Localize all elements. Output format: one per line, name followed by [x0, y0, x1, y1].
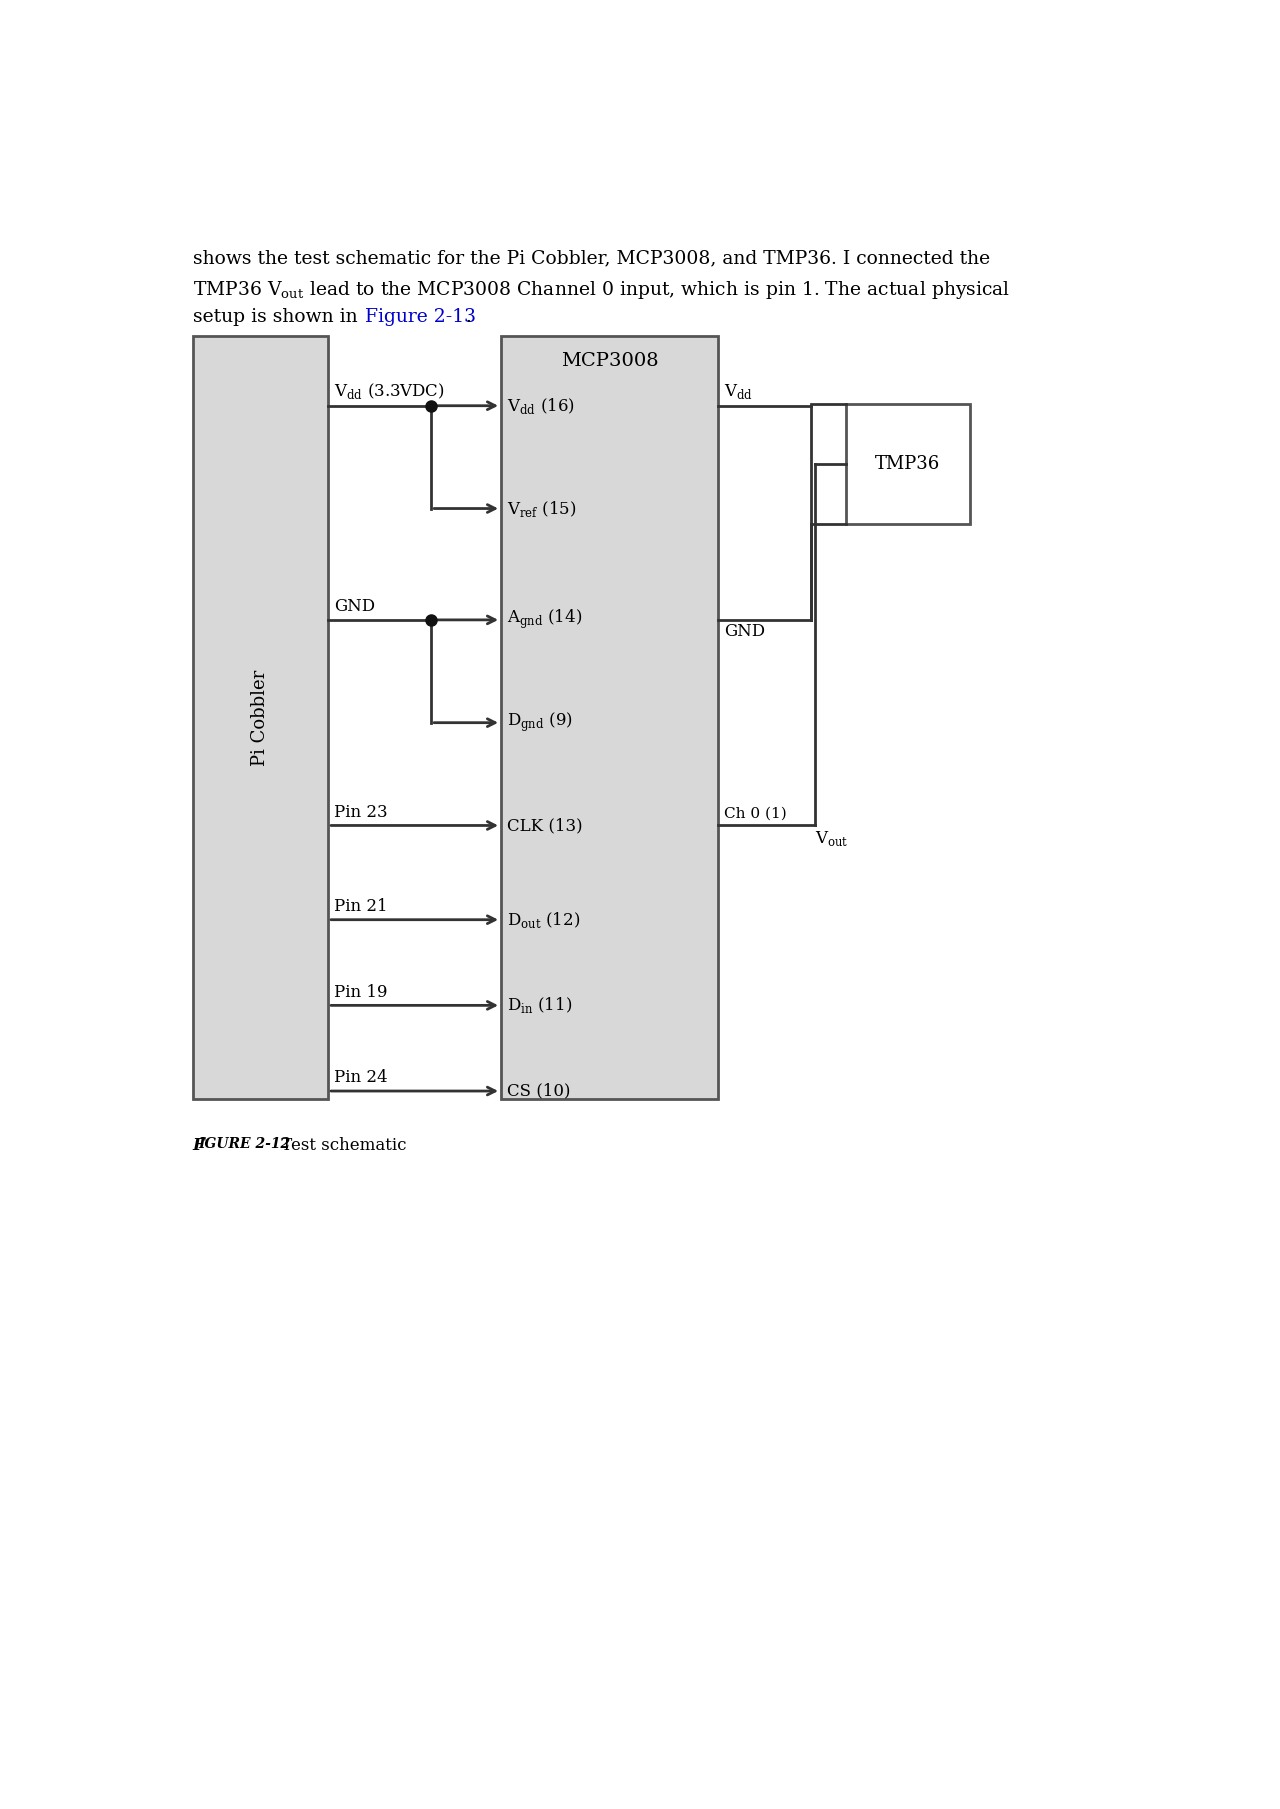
Text: .: . [466, 308, 471, 326]
Text: IGURE 2-12: IGURE 2-12 [198, 1138, 291, 1151]
Text: Pin 24: Pin 24 [334, 1069, 388, 1087]
Text: CS (10): CS (10) [507, 1082, 571, 1100]
Text: Test schematic: Test schematic [276, 1138, 407, 1154]
Text: A$_\mathregular{gnd}$ (14): A$_\mathregular{gnd}$ (14) [507, 608, 582, 631]
Text: V$_\mathregular{out}$: V$_\mathregular{out}$ [815, 829, 849, 848]
Text: Pi Cobbler: Pi Cobbler [251, 669, 269, 765]
Text: F: F [192, 1138, 205, 1154]
Text: setup is shown in: setup is shown in [192, 308, 364, 326]
Text: D$_\mathregular{gnd}$ (9): D$_\mathregular{gnd}$ (9) [507, 711, 573, 734]
Text: TMP36: TMP36 [876, 454, 941, 472]
Text: Pin 19: Pin 19 [334, 984, 388, 1000]
Text: Figure 2-13: Figure 2-13 [365, 308, 476, 326]
Text: Pin 21: Pin 21 [334, 897, 388, 915]
Bar [192, 336, 328, 1098]
Bar [500, 336, 718, 1098]
Bar [846, 403, 970, 523]
Text: V$_\mathregular{dd}$ (16): V$_\mathregular{dd}$ (16) [507, 396, 575, 416]
Text: Pin 23: Pin 23 [334, 803, 388, 821]
Text: V$_\mathregular{ref}$ (15): V$_\mathregular{ref}$ (15) [507, 499, 577, 519]
Text: Ch 0 (1): Ch 0 (1) [724, 807, 787, 821]
Text: CLK (13): CLK (13) [507, 818, 582, 834]
Text: GND: GND [334, 599, 375, 615]
Text: D$_\mathregular{in}$ (11): D$_\mathregular{in}$ (11) [507, 995, 572, 1015]
Text: shows the test schematic for the Pi Cobbler, MCP3008, and TMP36. I connected the: shows the test schematic for the Pi Cobb… [192, 250, 989, 268]
Text: MCP3008: MCP3008 [561, 353, 658, 371]
Text: TMP36 V$_\mathregular{out}$ lead to the MCP3008 Channel 0 input, which is pin 1.: TMP36 V$_\mathregular{out}$ lead to the … [192, 279, 1010, 300]
Text: GND: GND [724, 622, 765, 640]
Text: V$_\mathregular{dd}$: V$_\mathregular{dd}$ [724, 382, 753, 402]
Text: V$_\mathregular{dd}$ (3.3VDC): V$_\mathregular{dd}$ (3.3VDC) [334, 382, 445, 402]
Text: D$_\mathregular{out}$ (12): D$_\mathregular{out}$ (12) [507, 910, 580, 930]
